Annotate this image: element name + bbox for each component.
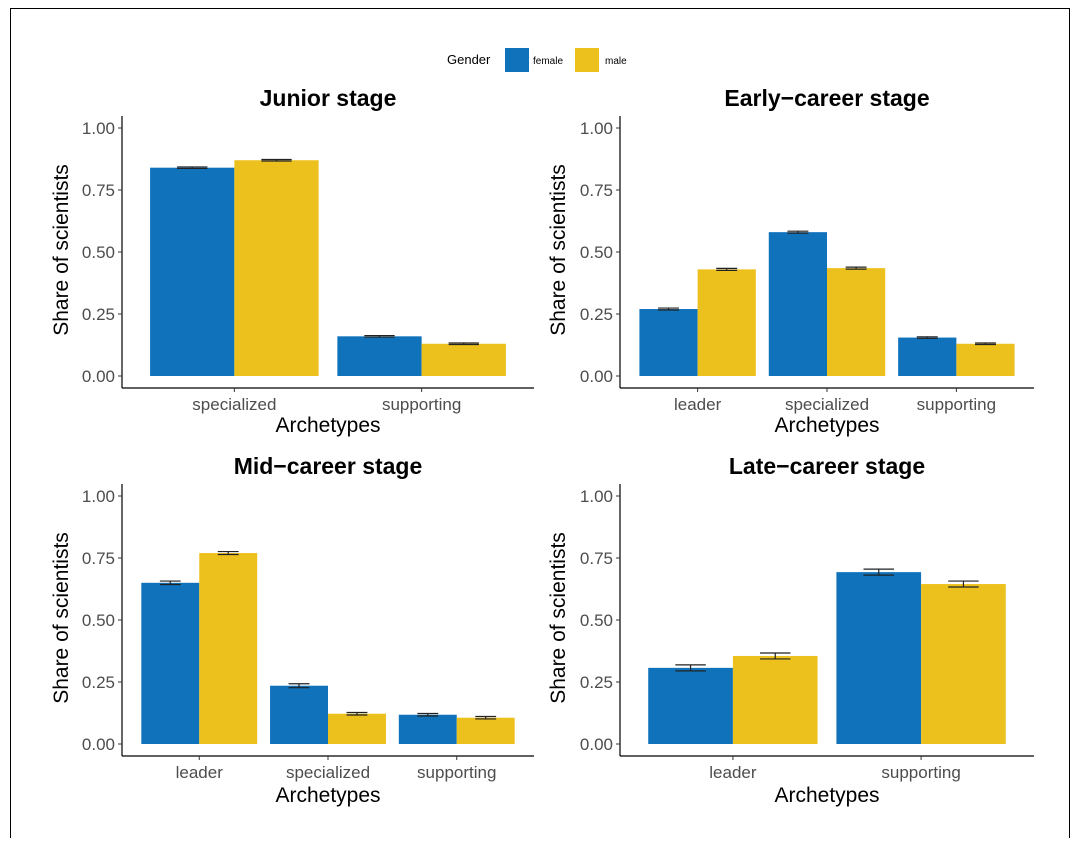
legend-swatch-female: [505, 48, 529, 72]
panel-early-career-stage: Early−career stage 0.00 0.25 0.50 0.75 1.00 Sh…: [547, 85, 1034, 437]
panel-title: Mid−career stage: [234, 453, 423, 479]
y-tick-label: 0.25: [82, 673, 115, 692]
y-axis-title: Share of scientists: [547, 532, 570, 704]
legend: Gender female male: [447, 48, 627, 72]
figure-frame: [10, 8, 1070, 838]
bar-leader-female: [639, 309, 698, 376]
bar-specialized-female: [150, 167, 235, 376]
y-tick-label: 1.00: [82, 487, 115, 506]
panel-junior-stage: Junior stage 0.00 0.25 0.50 0.75 1.00 Share of…: [50, 85, 534, 437]
y-tick-label: 0.25: [82, 305, 115, 324]
y-tick-label: 1.00: [580, 119, 613, 138]
y-axis-title: Share of scientists: [547, 164, 570, 336]
y-tick-label: 0.75: [82, 181, 115, 200]
bar-specialized-male: [827, 268, 886, 376]
panel-mid-career-stage: Mid−career stage 0.00 0.25 0.50 0.75 1.00 Shar…: [50, 453, 534, 807]
y-tick-label: 0.25: [580, 673, 613, 692]
x-axis-title: Archetypes: [774, 784, 879, 807]
bar-leader-female: [648, 667, 733, 744]
legend-swatch-male: [575, 48, 599, 72]
y-tick-label: 0.00: [82, 735, 115, 754]
legend-label-female: female: [533, 56, 563, 67]
x-tick-label-specialized: specialized: [192, 395, 276, 414]
legend-title: Gender: [447, 52, 491, 67]
x-tick-label-specialized: specialized: [785, 395, 869, 414]
bar-supporting-male: [921, 584, 1006, 744]
bar-specialized-male: [234, 160, 319, 376]
y-tick-label: 0.75: [580, 181, 613, 200]
y-tick-label: 0.75: [82, 549, 115, 568]
x-tick-label-supporting: supporting: [917, 395, 996, 414]
x-tick-label-leader: leader: [709, 763, 757, 782]
bar-leader-male: [697, 269, 756, 376]
y-tick-label: 0.25: [580, 305, 613, 324]
x-tick-label-supporting: supporting: [382, 395, 461, 414]
bar-leader-male: [199, 553, 258, 744]
bar-supporting-female: [898, 337, 957, 376]
y-tick-label: 1.00: [82, 119, 115, 138]
panel-title: Late−career stage: [729, 453, 925, 479]
y-tick-label: 0.50: [82, 611, 115, 630]
bar-supporting-female: [337, 336, 422, 376]
bar-supporting-male: [456, 717, 515, 744]
bar-supporting-male: [421, 343, 506, 376]
panel-late-career-stage: Late−career stage 0.00 0.25 0.50 0.75 1.00 Sha…: [547, 453, 1034, 807]
y-tick-label: 0.75: [580, 549, 613, 568]
bar-specialized-female: [270, 685, 328, 744]
y-tick-label: 0.00: [580, 367, 613, 386]
bar-specialized-male: [328, 713, 386, 744]
y-tick-label: 0.00: [580, 735, 613, 754]
bar-leader-male: [732, 655, 818, 744]
bar-supporting-female: [836, 572, 922, 744]
x-tick-label-supporting: supporting: [417, 763, 496, 782]
bar-supporting-male: [956, 343, 1015, 376]
x-tick-label-leader: leader: [176, 763, 224, 782]
x-tick-label-supporting: supporting: [881, 763, 960, 782]
y-tick-label: 0.50: [82, 243, 115, 262]
bar-supporting-female: [398, 714, 457, 744]
bar-leader-female: [141, 582, 200, 744]
panel-title: Junior stage: [260, 85, 397, 111]
y-axis-title: Share of scientists: [50, 164, 73, 336]
y-tick-label: 0.50: [580, 611, 613, 630]
y-tick-label: 0.50: [580, 243, 613, 262]
bar-specialized-female: [768, 232, 827, 376]
legend-label-male: male: [605, 56, 627, 67]
x-tick-label-specialized: specialized: [286, 763, 370, 782]
x-axis-title: Archetypes: [275, 784, 380, 807]
panel-title: Early−career stage: [724, 85, 929, 111]
y-tick-label: 1.00: [580, 487, 613, 506]
x-axis-title: Archetypes: [275, 414, 380, 437]
x-tick-label-leader: leader: [674, 395, 722, 414]
x-axis-title: Archetypes: [774, 414, 879, 437]
y-tick-label: 0.00: [82, 367, 115, 386]
y-axis-title: Share of scientists: [50, 532, 73, 704]
